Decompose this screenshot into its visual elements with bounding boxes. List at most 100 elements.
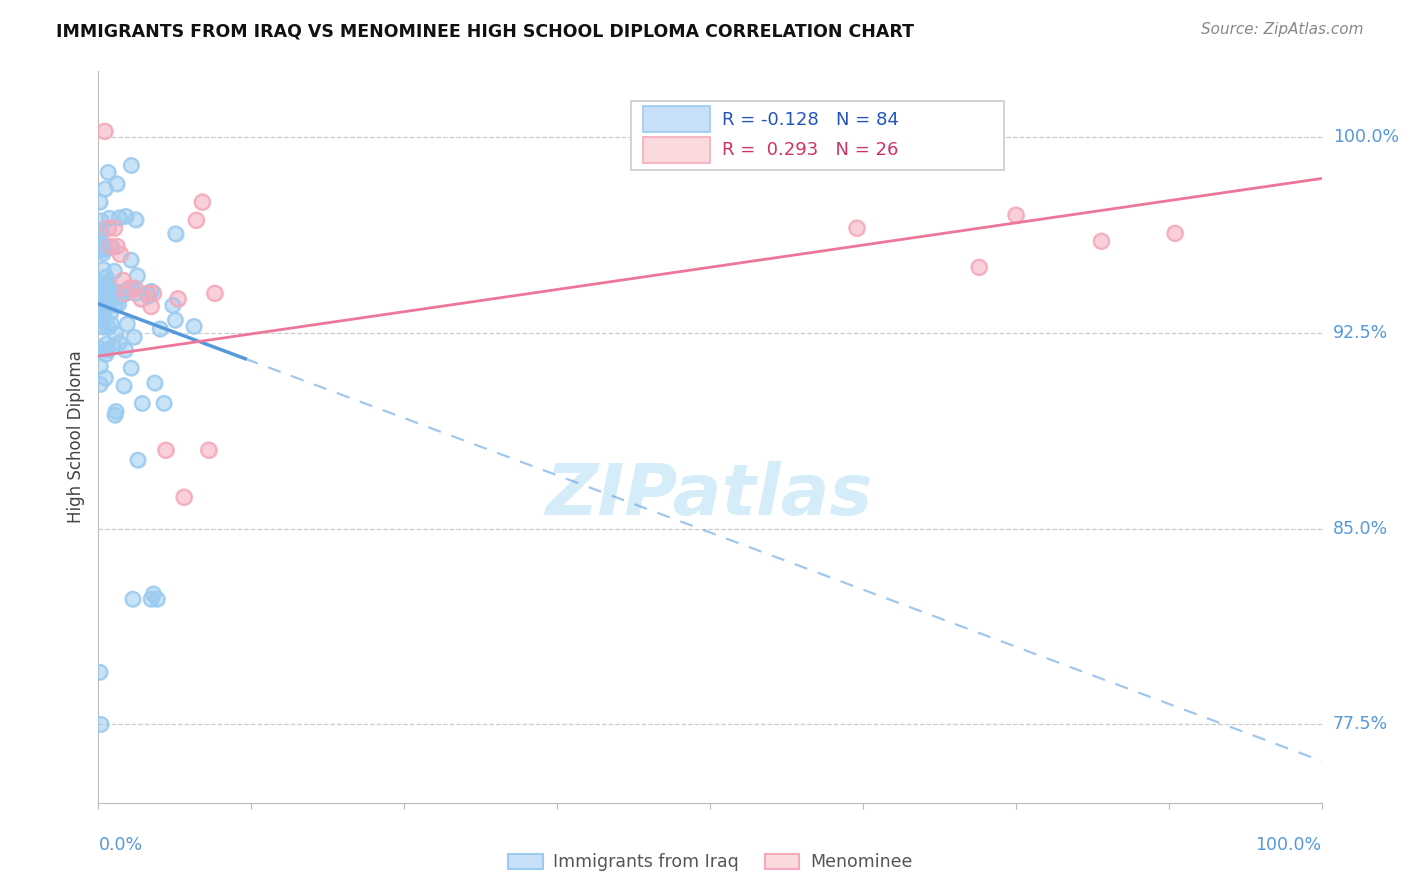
- Point: [197, 443, 219, 458]
- Point: [105, 177, 128, 191]
- Point: [97, 278, 120, 293]
- Point: [103, 298, 125, 312]
- Point: [131, 396, 153, 410]
- Point: [90, 301, 112, 316]
- Point: [90, 318, 112, 333]
- Point: [1164, 227, 1187, 241]
- Point: [90, 318, 112, 333]
- Point: [104, 326, 127, 341]
- Point: [124, 281, 146, 295]
- Point: [89, 359, 111, 373]
- Point: [108, 285, 131, 300]
- Point: [103, 221, 125, 235]
- Point: [149, 322, 172, 336]
- Point: [127, 268, 149, 283]
- Point: [153, 396, 176, 410]
- Text: 85.0%: 85.0%: [1333, 519, 1388, 538]
- Point: [94, 347, 117, 361]
- Point: [105, 239, 128, 253]
- Point: [91, 262, 114, 277]
- Point: [111, 273, 134, 287]
- Point: [139, 300, 162, 314]
- Point: [191, 194, 214, 209]
- Point: [139, 300, 162, 314]
- Point: [94, 270, 117, 285]
- Point: [90, 309, 112, 323]
- Legend: Immigrants from Iraq, Menominee: Immigrants from Iraq, Menominee: [501, 847, 920, 879]
- Point: [122, 330, 145, 344]
- Point: [89, 310, 111, 325]
- Point: [118, 281, 141, 295]
- Point: [96, 285, 118, 300]
- Point: [121, 281, 143, 295]
- Point: [103, 339, 125, 353]
- Point: [165, 227, 187, 241]
- Point: [1164, 227, 1187, 241]
- Point: [191, 194, 214, 209]
- Y-axis label: High School Diploma: High School Diploma: [66, 351, 84, 524]
- Point: [141, 285, 163, 299]
- Point: [103, 339, 125, 353]
- Point: [89, 377, 111, 392]
- Point: [94, 371, 117, 385]
- Point: [89, 243, 111, 257]
- Point: [1004, 208, 1026, 222]
- Point: [91, 285, 114, 299]
- Point: [120, 360, 142, 375]
- Point: [97, 320, 120, 334]
- Point: [1004, 208, 1026, 222]
- Point: [114, 210, 136, 224]
- Point: [155, 443, 177, 458]
- Point: [1090, 234, 1112, 248]
- Text: 100.0%: 100.0%: [1256, 836, 1322, 855]
- Point: [183, 319, 205, 334]
- Point: [103, 298, 125, 312]
- Point: [120, 253, 142, 268]
- Point: [96, 290, 118, 304]
- Point: [89, 243, 111, 257]
- Point: [114, 286, 136, 301]
- Point: [141, 285, 163, 299]
- Point: [94, 337, 117, 351]
- Point: [98, 211, 121, 226]
- Point: [94, 371, 117, 385]
- Point: [114, 343, 136, 357]
- Point: [107, 289, 129, 303]
- Point: [129, 292, 152, 306]
- Point: [104, 408, 127, 422]
- Point: [121, 281, 143, 295]
- Point: [127, 453, 149, 467]
- Point: [142, 587, 165, 601]
- Point: [129, 292, 152, 306]
- Point: [100, 239, 122, 253]
- Text: ZIPatlas: ZIPatlas: [547, 461, 873, 530]
- Point: [165, 313, 187, 327]
- Point: [967, 260, 990, 275]
- Point: [124, 286, 146, 301]
- Point: [136, 286, 159, 301]
- Point: [89, 194, 111, 209]
- Point: [104, 326, 127, 341]
- Text: R =  0.293   N = 26: R = 0.293 N = 26: [723, 141, 898, 160]
- Point: [105, 177, 128, 191]
- Point: [90, 283, 112, 297]
- Point: [96, 276, 118, 290]
- Point: [94, 270, 117, 285]
- Point: [89, 341, 111, 355]
- Point: [108, 335, 131, 350]
- Point: [124, 212, 146, 227]
- Point: [98, 211, 121, 226]
- Point: [197, 443, 219, 458]
- Point: [114, 286, 136, 301]
- Point: [162, 298, 184, 312]
- Point: [90, 213, 112, 227]
- Point: [131, 396, 153, 410]
- Point: [90, 717, 112, 731]
- Point: [100, 317, 122, 331]
- Point: [94, 182, 117, 196]
- Point: [845, 221, 868, 235]
- Point: [124, 286, 146, 301]
- Point: [89, 244, 111, 258]
- Point: [107, 289, 129, 303]
- Point: [89, 310, 111, 325]
